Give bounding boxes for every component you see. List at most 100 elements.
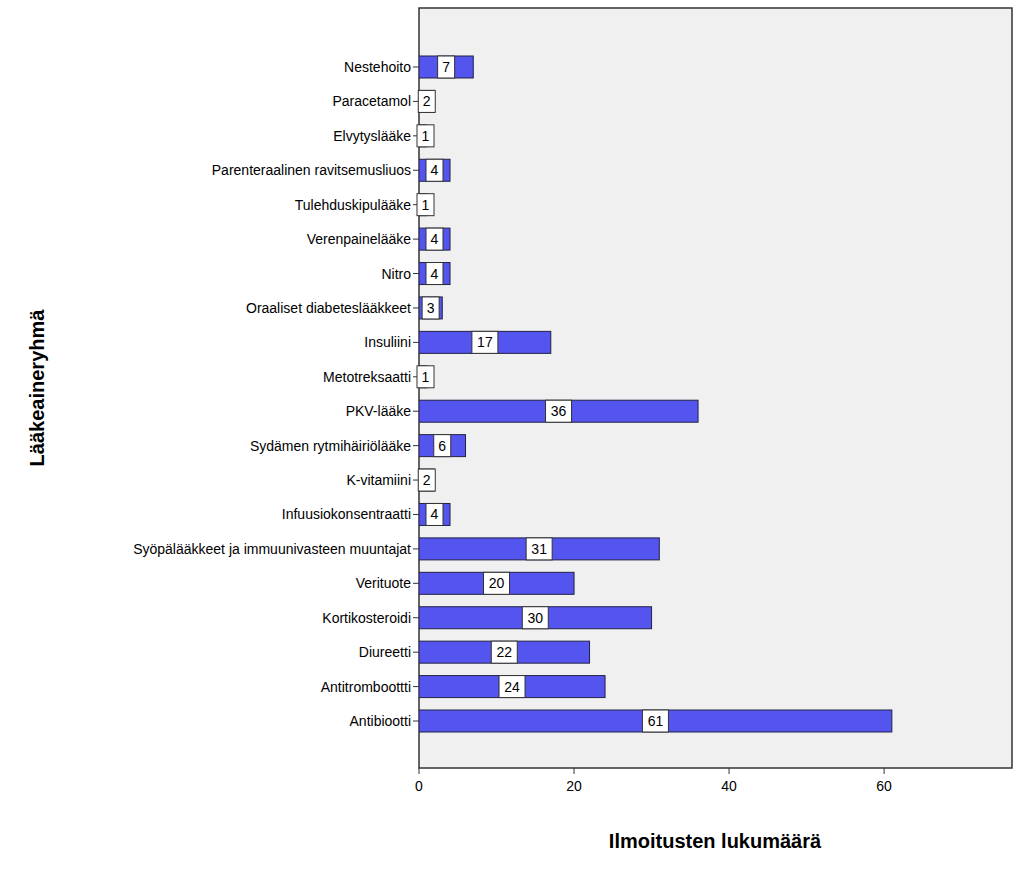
x-tick-label: 0 <box>415 778 423 794</box>
bar <box>419 159 450 181</box>
bar <box>419 710 892 732</box>
y-tick <box>413 617 419 618</box>
data-label: 61 <box>648 713 664 729</box>
x-tick-label: 40 <box>721 778 737 794</box>
data-label-box <box>422 297 439 319</box>
data-label: 4 <box>431 231 439 247</box>
bar <box>419 572 574 594</box>
plot-frame <box>419 8 1012 768</box>
category-label: Sydämen rytmihäiriölääke <box>250 438 411 454</box>
y-tick <box>413 411 419 412</box>
category-label: Parenteraalinen ravitsemusliuos <box>212 162 411 178</box>
bar <box>419 641 590 663</box>
category-label: Verituote <box>356 575 411 591</box>
y-tick <box>413 721 419 722</box>
data-label: 2 <box>423 93 431 109</box>
category-label: Antibiootti <box>350 713 411 729</box>
data-label-box <box>522 607 548 629</box>
data-label-box <box>417 194 434 216</box>
category-label: K-vitamiini <box>346 472 411 488</box>
data-label-box <box>642 710 668 732</box>
y-tick <box>413 686 419 687</box>
data-label-box <box>426 159 443 181</box>
data-label: 4 <box>431 162 439 178</box>
category-label: Paracetamol <box>332 93 411 109</box>
category-label: PKV-lääke <box>346 403 412 419</box>
category-label: Metotreksaatti <box>323 369 411 385</box>
data-label: 22 <box>496 644 512 660</box>
x-tick-label: 60 <box>876 778 892 794</box>
data-label: 31 <box>531 541 547 557</box>
data-label: 4 <box>431 266 439 282</box>
y-tick <box>413 445 419 446</box>
data-label-box <box>426 503 443 525</box>
x-tick <box>884 768 885 774</box>
data-label: 1 <box>422 369 430 385</box>
data-label-box <box>491 641 517 663</box>
category-label: Insuliini <box>364 334 411 350</box>
y-tick <box>413 273 419 274</box>
data-label-box <box>417 125 434 147</box>
y-tick <box>413 239 419 240</box>
data-label-box <box>418 469 435 491</box>
bar <box>419 56 473 78</box>
data-label-box <box>426 228 443 250</box>
data-label-box <box>526 538 552 560</box>
data-label: 17 <box>477 334 493 350</box>
data-label-box <box>499 676 525 698</box>
bar <box>419 676 605 698</box>
data-label-box <box>438 56 455 78</box>
x-tick <box>574 768 575 774</box>
data-label-box <box>417 366 434 388</box>
category-label: Infuusiokonsentraatti <box>282 506 411 522</box>
bar <box>419 538 659 560</box>
chart-svg: 0 20 40 60 Nestehoito Paracetamol Elvytyslääke… <box>0 0 1024 876</box>
bar <box>419 607 652 629</box>
data-labels: 7214144317136624312030222461 <box>417 56 668 732</box>
bar <box>419 331 551 353</box>
category-label: Antitromboottti <box>321 679 411 695</box>
bar <box>419 263 450 285</box>
data-label-box <box>434 435 451 457</box>
y-tick <box>413 307 419 308</box>
data-label: 7 <box>442 59 450 75</box>
bar <box>419 228 450 250</box>
y-tick <box>413 170 419 171</box>
data-label: 6 <box>438 438 446 454</box>
data-label: 20 <box>489 575 505 591</box>
data-label-box <box>426 263 443 285</box>
data-label: 36 <box>551 403 567 419</box>
data-label: 3 <box>427 300 435 316</box>
category-label: Elvytyslääke <box>333 128 411 144</box>
y-tick <box>413 342 419 343</box>
data-label: 4 <box>431 506 439 522</box>
bars <box>419 56 892 732</box>
category-label: Nestehoito <box>344 59 411 75</box>
y-tick <box>413 67 419 68</box>
category-label: Nitro <box>381 266 411 282</box>
category-label: Syöpälääkkeet ja immuunivasteen muuntaja… <box>133 541 411 557</box>
chart-container: 0 20 40 60 Nestehoito Paracetamol Elvytyslääke… <box>0 0 1024 876</box>
bar <box>419 469 435 491</box>
y-axis-title: Lääkeaineryhmä <box>26 309 48 467</box>
bar <box>419 400 698 422</box>
category-label: Oraaliset diabeteslääkkeet <box>246 300 411 316</box>
category-label: Verenpainelääke <box>307 231 412 247</box>
bar <box>419 503 450 525</box>
x-tick-label: 20 <box>566 778 582 794</box>
data-label: 24 <box>504 679 520 695</box>
data-label-box <box>484 572 510 594</box>
x-axis-title: Ilmoitusten lukumäärä <box>609 830 822 852</box>
x-tick <box>419 768 420 774</box>
bar <box>419 435 466 457</box>
category-label: Tulehduskipulääke <box>295 197 411 213</box>
category-label: Diureetti <box>359 644 411 660</box>
y-tick <box>413 652 419 653</box>
bar <box>419 297 442 319</box>
y-tick <box>413 548 419 549</box>
bar <box>419 90 435 112</box>
data-label: 30 <box>527 610 543 626</box>
y-tick <box>413 514 419 515</box>
data-label: 1 <box>422 128 430 144</box>
y-tick <box>413 583 419 584</box>
